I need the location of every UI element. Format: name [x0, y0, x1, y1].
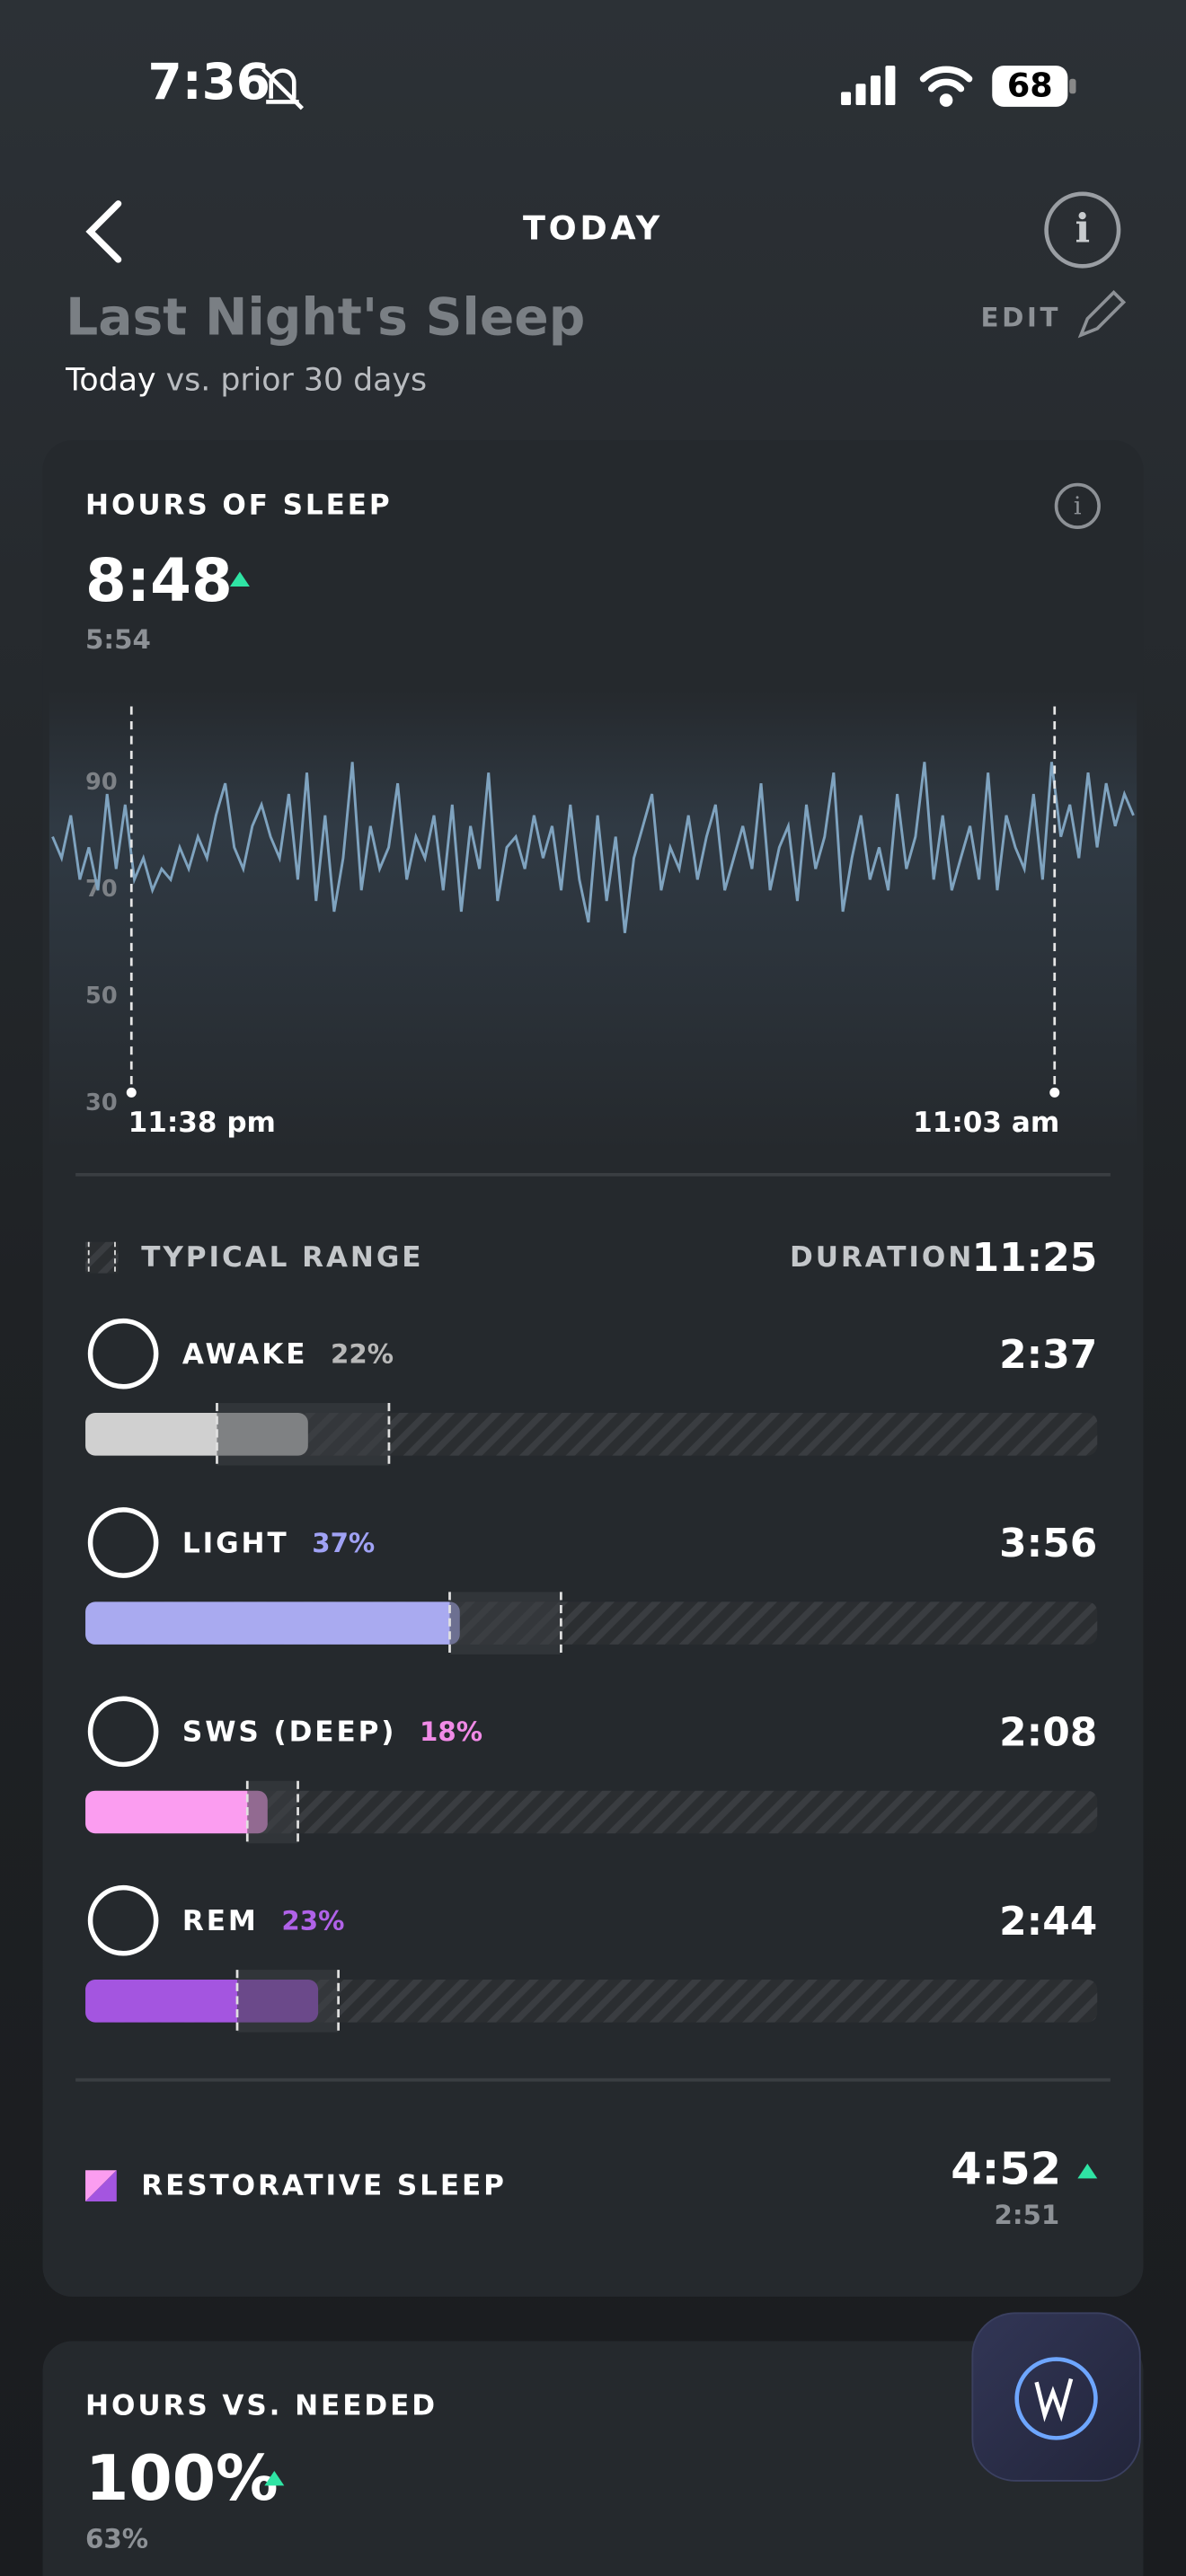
- sleep-prior: 5:54: [85, 624, 151, 655]
- stage-duration: 2:37: [999, 1332, 1097, 1378]
- nav-title: TODAY: [523, 209, 663, 248]
- typical-range-icon: [85, 1241, 119, 1274]
- battery-level: 68: [1007, 66, 1053, 104]
- trend-up: [264, 2470, 285, 2486]
- stage-icon: [87, 1884, 159, 1956]
- needed-card: [42, 2341, 1144, 2576]
- restorative-prior: 2:51: [994, 2200, 1059, 2230]
- y-tick-label: 70: [85, 876, 118, 903]
- y-tick-label: 90: [85, 769, 118, 796]
- sleep-boundary-dot: [1049, 1087, 1060, 1098]
- stage-name: REM: [182, 1905, 259, 1937]
- card-title: HOURS OF SLEEP: [85, 489, 393, 521]
- stage-name: AWAKE: [182, 1338, 308, 1371]
- typical-range: [217, 1403, 389, 1466]
- time-label: 11:03 am: [913, 1107, 1059, 1139]
- bar-track: [85, 1790, 1098, 1834]
- info-icon[interactable]: [1054, 482, 1101, 529]
- subtitle-strong: Today: [65, 362, 155, 398]
- edit-icon[interactable]: [1077, 289, 1127, 339]
- clock: 7:36: [148, 53, 270, 110]
- edit-button[interactable]: EDIT: [980, 302, 1061, 332]
- needed-value: 100%: [85, 2443, 279, 2515]
- typical-range: [247, 1780, 298, 1844]
- info-button[interactable]: i: [1044, 191, 1121, 269]
- duration-label: DURATION: [790, 1241, 974, 1274]
- needed-prior: 63%: [85, 2523, 148, 2554]
- stage-icon: [87, 1318, 159, 1389]
- coach-button[interactable]: [971, 2312, 1141, 2482]
- card-title: HOURS VS. NEEDED: [85, 2390, 438, 2422]
- sleep-boundary-dot: [126, 1087, 137, 1098]
- stage-name: LIGHT: [182, 1527, 289, 1559]
- battery-tip: [1069, 78, 1076, 94]
- wifi-icon: [919, 66, 973, 107]
- stage-duration: 2:44: [999, 1899, 1097, 1945]
- trend-up: [229, 571, 250, 587]
- battery: [992, 66, 1068, 107]
- total-duration: 11:25: [972, 1235, 1098, 1281]
- y-tick-label: 50: [85, 983, 118, 1010]
- stage-percent: 37%: [312, 1528, 375, 1558]
- sleep-hours: 8:48: [85, 546, 233, 615]
- back-button[interactable]: [85, 200, 122, 263]
- stage-icon: [87, 1696, 159, 1768]
- stage-percent: 18%: [420, 1716, 482, 1747]
- restorative-label: RESTORATIVE SLEEP: [141, 2170, 507, 2202]
- typical-range: [237, 1970, 339, 2033]
- page-title: Last Night's Sleep: [66, 287, 585, 347]
- stage-percent: 23%: [281, 1906, 344, 1936]
- typical-range-label: TYPICAL RANGE: [141, 1241, 423, 1274]
- subtitle-rest: vs. prior 30 days: [166, 362, 427, 398]
- stage-duration: 2:08: [999, 1710, 1097, 1756]
- typical-range: [449, 1592, 562, 1654]
- stage-icon: [87, 1507, 159, 1578]
- restorative-icon: [85, 2170, 117, 2201]
- time-label: 11:38 pm: [128, 1107, 276, 1139]
- svg-text:i: i: [1075, 206, 1090, 251]
- stage-percent: 22%: [331, 1338, 394, 1369]
- info-icon-glyph: i: [1074, 493, 1082, 521]
- stage-bar: [85, 1790, 268, 1834]
- trend-up: [1077, 2163, 1098, 2179]
- y-tick-label: 30: [85, 1090, 118, 1116]
- chart-background: [49, 690, 1137, 1151]
- stage-bar: [85, 1601, 460, 1645]
- subtitle: Today vs. prior 30 days: [65, 362, 427, 398]
- stage-name: SWS (DEEP): [182, 1716, 397, 1749]
- stage-duration: 3:56: [999, 1521, 1097, 1566]
- mute-icon: [261, 67, 305, 110]
- stages: AWAKE 22% 2:37 LIGHT 37% 3:56 SWS (DEEP) 18% 2:0…: [85, 1318, 1098, 2033]
- signal-icon: [841, 66, 896, 106]
- restorative-value: 4:52: [951, 2143, 1061, 2195]
- heart-rate-chart: 30 50 70 90 11:38 pm 11:03 am: [51, 706, 1135, 1139]
- heart-rate-line: [51, 762, 1135, 933]
